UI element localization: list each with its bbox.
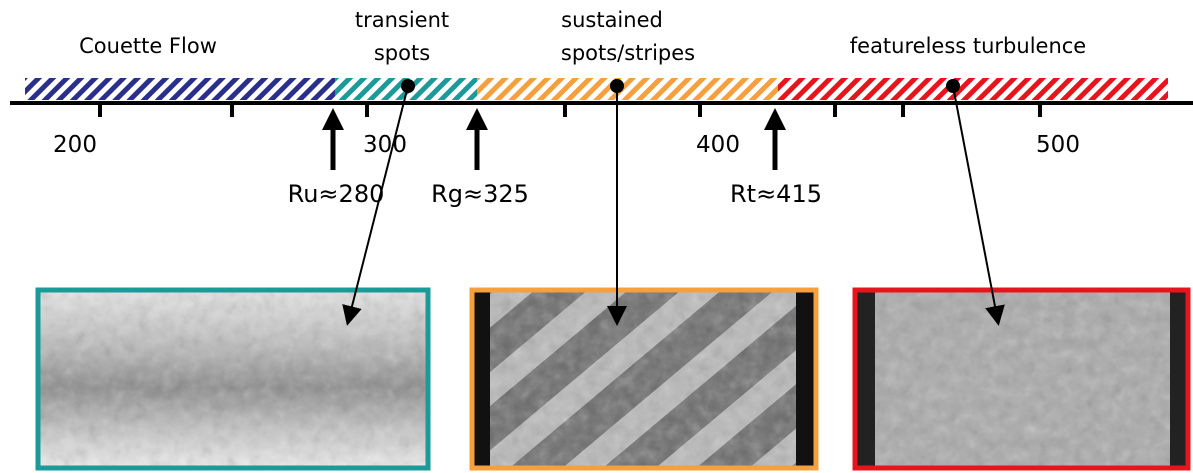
threshold-label: Rt≈415: [730, 180, 822, 208]
regime-label: spots/stripes: [561, 41, 695, 65]
tick-label: 500: [1036, 132, 1080, 158]
regime-band: [778, 78, 1168, 100]
image-transient: [38, 290, 428, 468]
regime-label: featureless turbulence: [850, 34, 1086, 58]
diagram: Couette Flow transient spots sustained s…: [0, 0, 1193, 473]
regime-label: transient: [355, 8, 449, 32]
regime-label: sustained: [561, 8, 663, 32]
tick-label: 200: [53, 132, 97, 158]
regime-band: [477, 78, 778, 100]
threshold-label: Ru≈280: [288, 180, 385, 208]
regime-band: [25, 78, 335, 100]
threshold-label: Rg≈325: [431, 180, 529, 208]
page: Couette Flow transient spots sustained s…: [0, 0, 1193, 473]
image-stripes: [472, 290, 816, 468]
regime-label: spots: [374, 41, 430, 65]
tick-label: 300: [363, 132, 407, 158]
tick-label: 400: [696, 132, 740, 158]
axis-ticks: [100, 103, 1040, 117]
image-turbulence: [855, 290, 1188, 468]
regime-label: Couette Flow: [79, 34, 217, 58]
